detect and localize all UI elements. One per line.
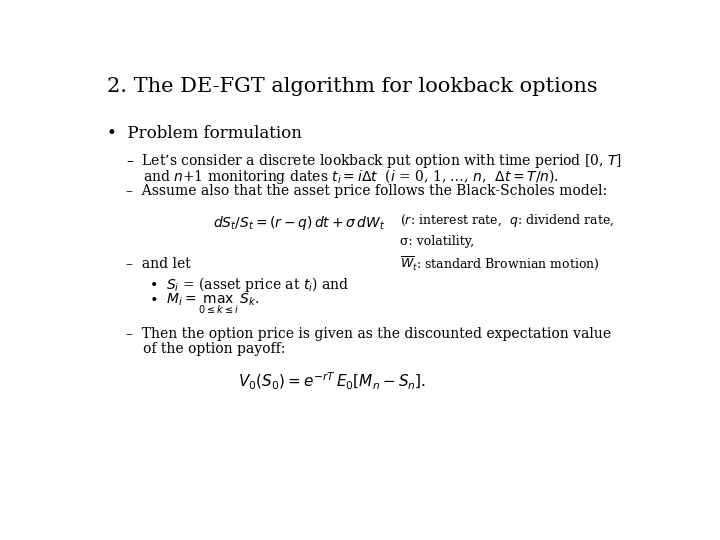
Text: and $n$+1 monitoring dates $t_i = i\Delta t$  ($i$ = 0, 1, …, $n$,  $\Delta t = : and $n$+1 monitoring dates $t_i = i\Delt… — [143, 167, 559, 186]
Text: $V_0(S_0) = e^{-rT}\, E_0[M_n - S_n].$: $V_0(S_0) = e^{-rT}\, E_0[M_n - S_n].$ — [238, 370, 426, 392]
Text: –  Then the option price is given as the discounted expectation value: – Then the option price is given as the … — [126, 327, 611, 341]
Text: $dS_t/ S_t = (r - q)\, dt + \sigma\, dW_t$: $dS_t/ S_t = (r - q)\, dt + \sigma\, dW_… — [213, 214, 385, 233]
Text: –  and let: – and let — [126, 257, 191, 271]
Text: •  $S_i$ = (asset price at $t_i$) and: • $S_i$ = (asset price at $t_i$) and — [148, 275, 348, 294]
Text: •  Problem formulation: • Problem formulation — [107, 125, 302, 142]
Text: 2. The DE-FGT algorithm for lookback options: 2. The DE-FGT algorithm for lookback opt… — [107, 77, 598, 96]
Text: ($r$: interest rate,  $q$: dividend rate,
σ: volatility,
$\overline{W}_t$: stand: ($r$: interest rate, $q$: dividend rate,… — [400, 212, 614, 273]
Text: –  Let’s consider a discrete lookback put option with time period [0, $T$]: – Let’s consider a discrete lookback put… — [126, 152, 622, 170]
Text: $\bullet$  $M_i = \underset{0 \leq k \leq i}{\max}\, S_k.$: $\bullet$ $M_i = \underset{0 \leq k \leq… — [148, 292, 258, 316]
Text: of the option payoff:: of the option payoff: — [143, 342, 285, 356]
Text: –  Assume also that the asset price follows the Black-Scholes model:: – Assume also that the asset price follo… — [126, 184, 608, 198]
